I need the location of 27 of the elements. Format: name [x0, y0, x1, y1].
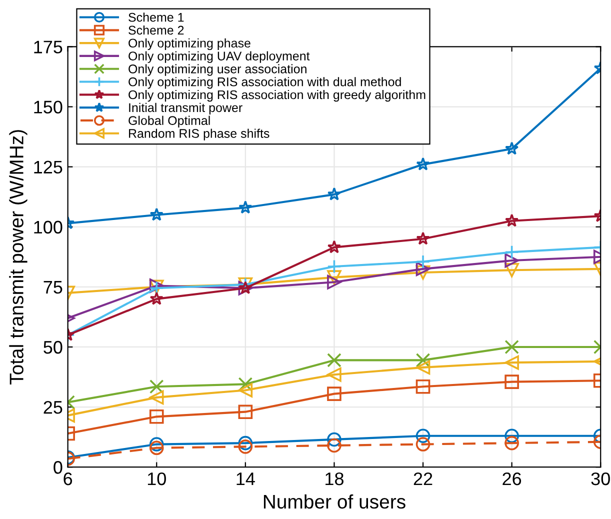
legend-label: Only optimizing phase	[128, 38, 250, 50]
x-tick-label: 14	[236, 472, 255, 486]
y-tick-label: 175	[34, 40, 62, 54]
legend-label: Only optimizing RIS association with greedy algorithm	[128, 90, 426, 102]
legend-label: Global Optimal	[128, 116, 210, 128]
y-tick-label: 75	[44, 281, 62, 294]
legend-label: Scheme 2	[128, 25, 184, 35]
x-tick-label: 30	[591, 472, 610, 486]
legend-label: Scheme 1	[128, 12, 184, 22]
x-tick-label: 26	[502, 472, 522, 486]
y-tick-label: 25	[44, 400, 62, 414]
legend-label: Only optimizing user association	[128, 64, 306, 76]
legend-label: Only optimizing RIS association with dual method	[128, 77, 401, 89]
legend-label: Initial transmit power	[129, 102, 242, 115]
x-tick-label: 10	[148, 472, 166, 486]
x-tick-label: 18	[326, 472, 344, 486]
y-tick-label: 125	[34, 160, 62, 174]
x-tick-label: 6	[64, 472, 72, 486]
y-tick-label: 150	[34, 100, 62, 114]
y-tick-label: 50	[44, 340, 62, 354]
y-axis-title: Total transmit power (W/MHz)	[9, 130, 28, 384]
legend-label: Only optimizing UAV deployment	[128, 51, 310, 63]
y-tick-label: 100	[34, 220, 62, 234]
x-tick-label: 22	[414, 472, 432, 486]
x-axis-title: Number of users	[264, 494, 406, 509]
legend-label: Random RIS phase shifts	[129, 128, 270, 140]
y-tick-label: 0	[54, 461, 62, 474]
